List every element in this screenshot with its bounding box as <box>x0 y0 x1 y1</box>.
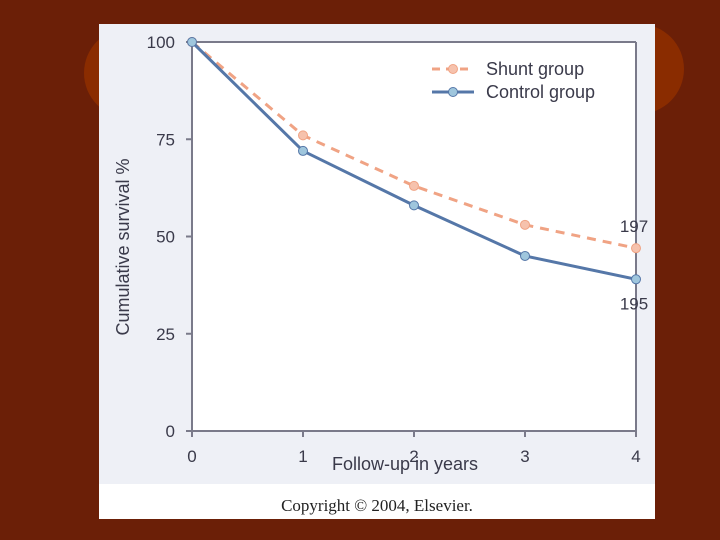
x-tick-label: 2 <box>409 447 418 466</box>
legend-shunt-marker <box>448 64 458 74</box>
data-point-shunt <box>409 180 419 191</box>
data-point-shunt <box>520 219 530 230</box>
series-layer: 197 195 <box>187 37 648 313</box>
y-tick-label: 0 <box>166 422 175 441</box>
y-tick-label: 100 <box>147 33 175 52</box>
legend-control-label: Control group <box>486 82 595 102</box>
legend-control-marker <box>448 87 458 97</box>
legend-shunt-label: Shunt group <box>486 59 584 79</box>
survival-chart: 0 25 50 75 100 0 1 2 3 4 197 195 Cumulative survi… <box>99 24 655 484</box>
end-label-shunt: 197 <box>620 217 648 236</box>
y-tick-label: 25 <box>156 325 175 344</box>
data-point-shunt <box>298 130 308 141</box>
data-point-control <box>520 250 530 261</box>
x-tick-label: 0 <box>187 447 196 466</box>
legend: Shunt group Control group <box>432 59 595 102</box>
y-tick-label: 75 <box>156 130 175 149</box>
data-point-control <box>298 145 308 156</box>
data-point-control <box>187 37 197 47</box>
end-label-control: 195 <box>620 294 648 313</box>
y-axis-ticks: 0 25 50 75 100 <box>147 33 192 441</box>
data-point-control <box>409 200 419 211</box>
y-axis-label: Cumulative survival % <box>113 158 133 335</box>
plot-area <box>192 42 636 431</box>
x-tick-label: 3 <box>520 447 529 466</box>
data-point-shunt <box>631 243 641 254</box>
data-point-control <box>631 274 641 285</box>
x-tick-label: 1 <box>298 447 307 466</box>
series-line-shunt <box>191 40 637 250</box>
figure-panel: 0 25 50 75 100 0 1 2 3 4 197 195 Cumulative survi… <box>99 24 655 519</box>
copyright-notice: Copyright © 2004, Elsevier. <box>281 496 473 515</box>
y-tick-label: 50 <box>156 228 175 247</box>
x-tick-label: 4 <box>631 447 640 466</box>
x-axis-label: Follow-up in years <box>332 454 478 474</box>
x-axis-ticks: 0 1 2 3 4 <box>187 431 641 466</box>
